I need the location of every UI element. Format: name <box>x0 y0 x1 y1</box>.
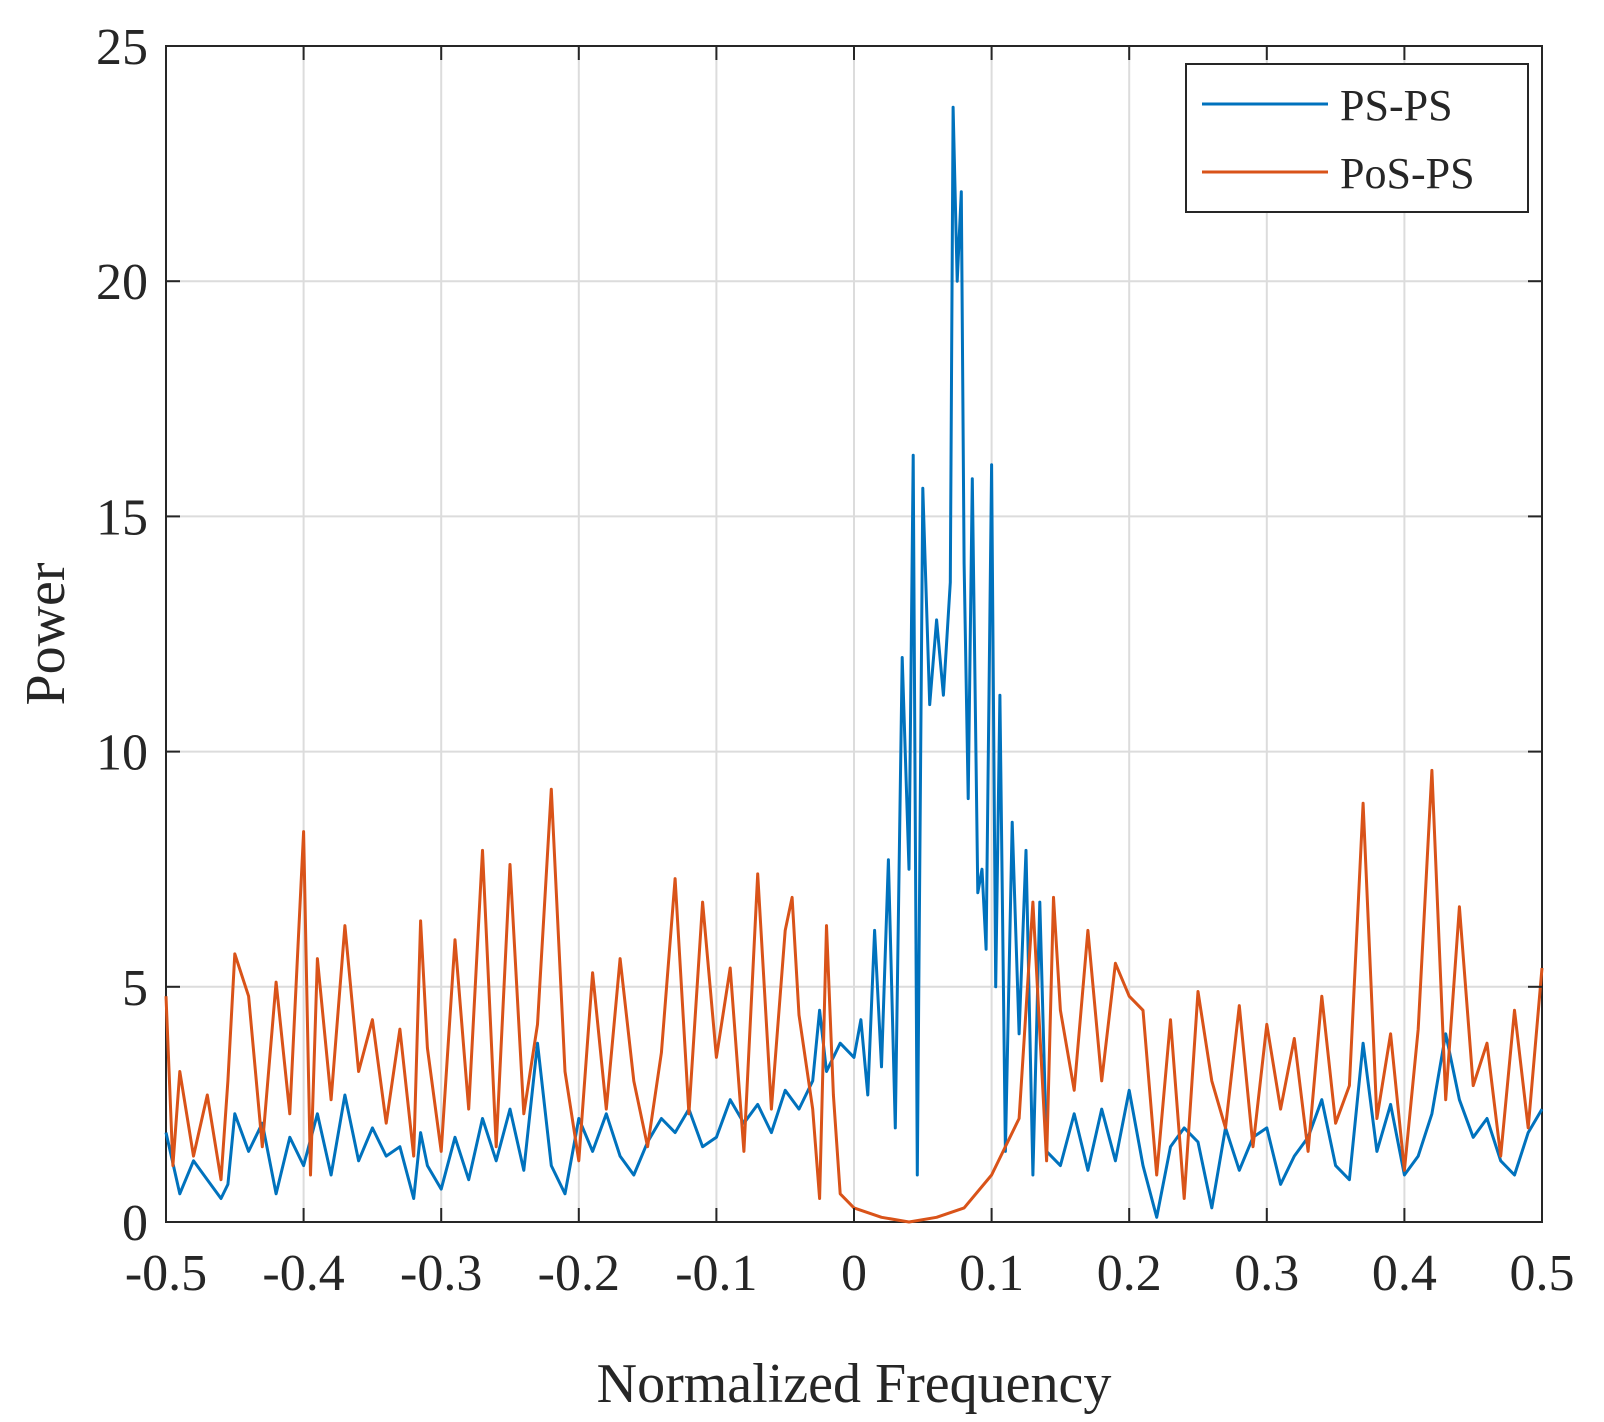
x-tick-label: 0.1 <box>959 1245 1024 1302</box>
y-tick-label: 20 <box>96 254 148 311</box>
y-tick-label: 5 <box>122 960 148 1017</box>
series-lines <box>164 105 1544 1224</box>
legend: PS-PS PoS-PS <box>1185 63 1529 213</box>
x-tick-label: -0.4 <box>262 1245 344 1302</box>
y-tick-label: 25 <box>96 19 148 76</box>
legend-label-ps-ps: PS-PS <box>1340 81 1453 130</box>
x-tick-label: -0.2 <box>538 1245 620 1302</box>
x-tick-label: 0.3 <box>1234 1245 1299 1302</box>
y-tick-label: 0 <box>122 1195 148 1252</box>
x-tick-label: 0.2 <box>1097 1245 1162 1302</box>
series-line-pos-ps <box>164 768 1544 1224</box>
legend-label-pos-ps: PoS-PS <box>1340 149 1475 198</box>
legend-box <box>1185 63 1529 213</box>
x-axis-ticks: -0.5 -0.4 -0.3 -0.2 -0.1 0 0.1 0.2 0.3 0.4 0.5 <box>125 46 1575 1302</box>
x-axis-label: Normalized Frequency <box>597 1353 1112 1415</box>
series-line-ps-ps <box>164 105 1544 1219</box>
x-tick-label: 0.5 <box>1510 1245 1575 1302</box>
y-tick-label: 10 <box>96 725 148 782</box>
y-axis-ticks: 0 5 10 15 20 25 <box>96 19 1542 1252</box>
x-tick-label: 0 <box>841 1245 867 1302</box>
x-tick-label: 0.4 <box>1372 1245 1437 1302</box>
x-tick-label: -0.1 <box>675 1245 757 1302</box>
y-axis-label: Power <box>15 562 77 705</box>
x-tick-label: -0.5 <box>125 1245 207 1302</box>
x-tick-label: -0.3 <box>400 1245 482 1302</box>
y-tick-label: 15 <box>96 489 148 546</box>
